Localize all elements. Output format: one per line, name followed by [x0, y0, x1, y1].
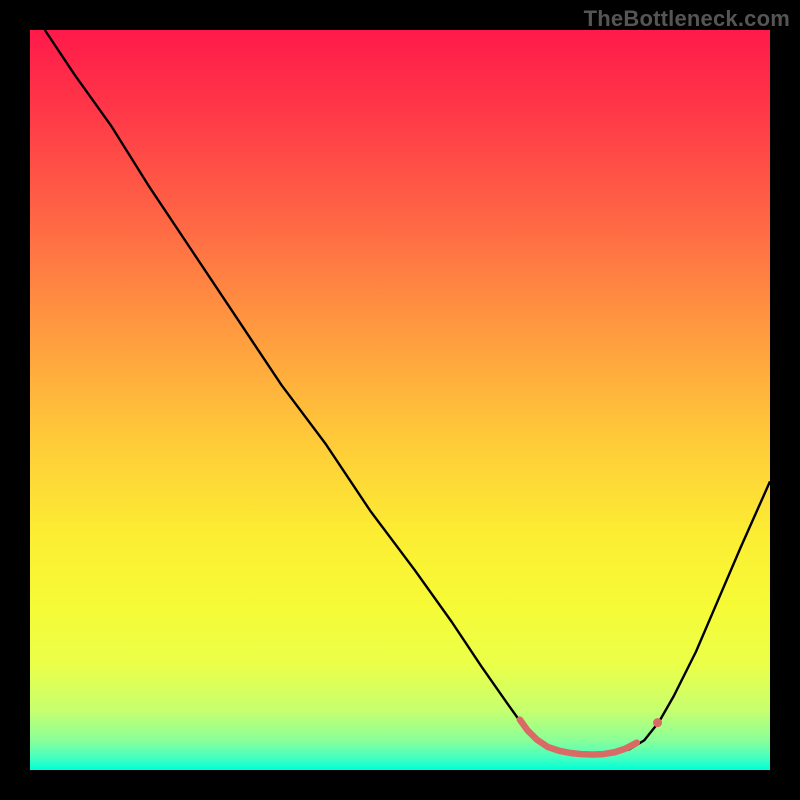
chart-container: TheBottleneck.com [0, 0, 800, 800]
optimal-point-dot [653, 718, 662, 727]
bottleneck-curve [45, 30, 770, 754]
optimal-range-highlight [520, 720, 637, 755]
watermark-text: TheBottleneck.com [584, 6, 790, 32]
curve-layer [30, 30, 770, 770]
plot-area [30, 30, 770, 770]
